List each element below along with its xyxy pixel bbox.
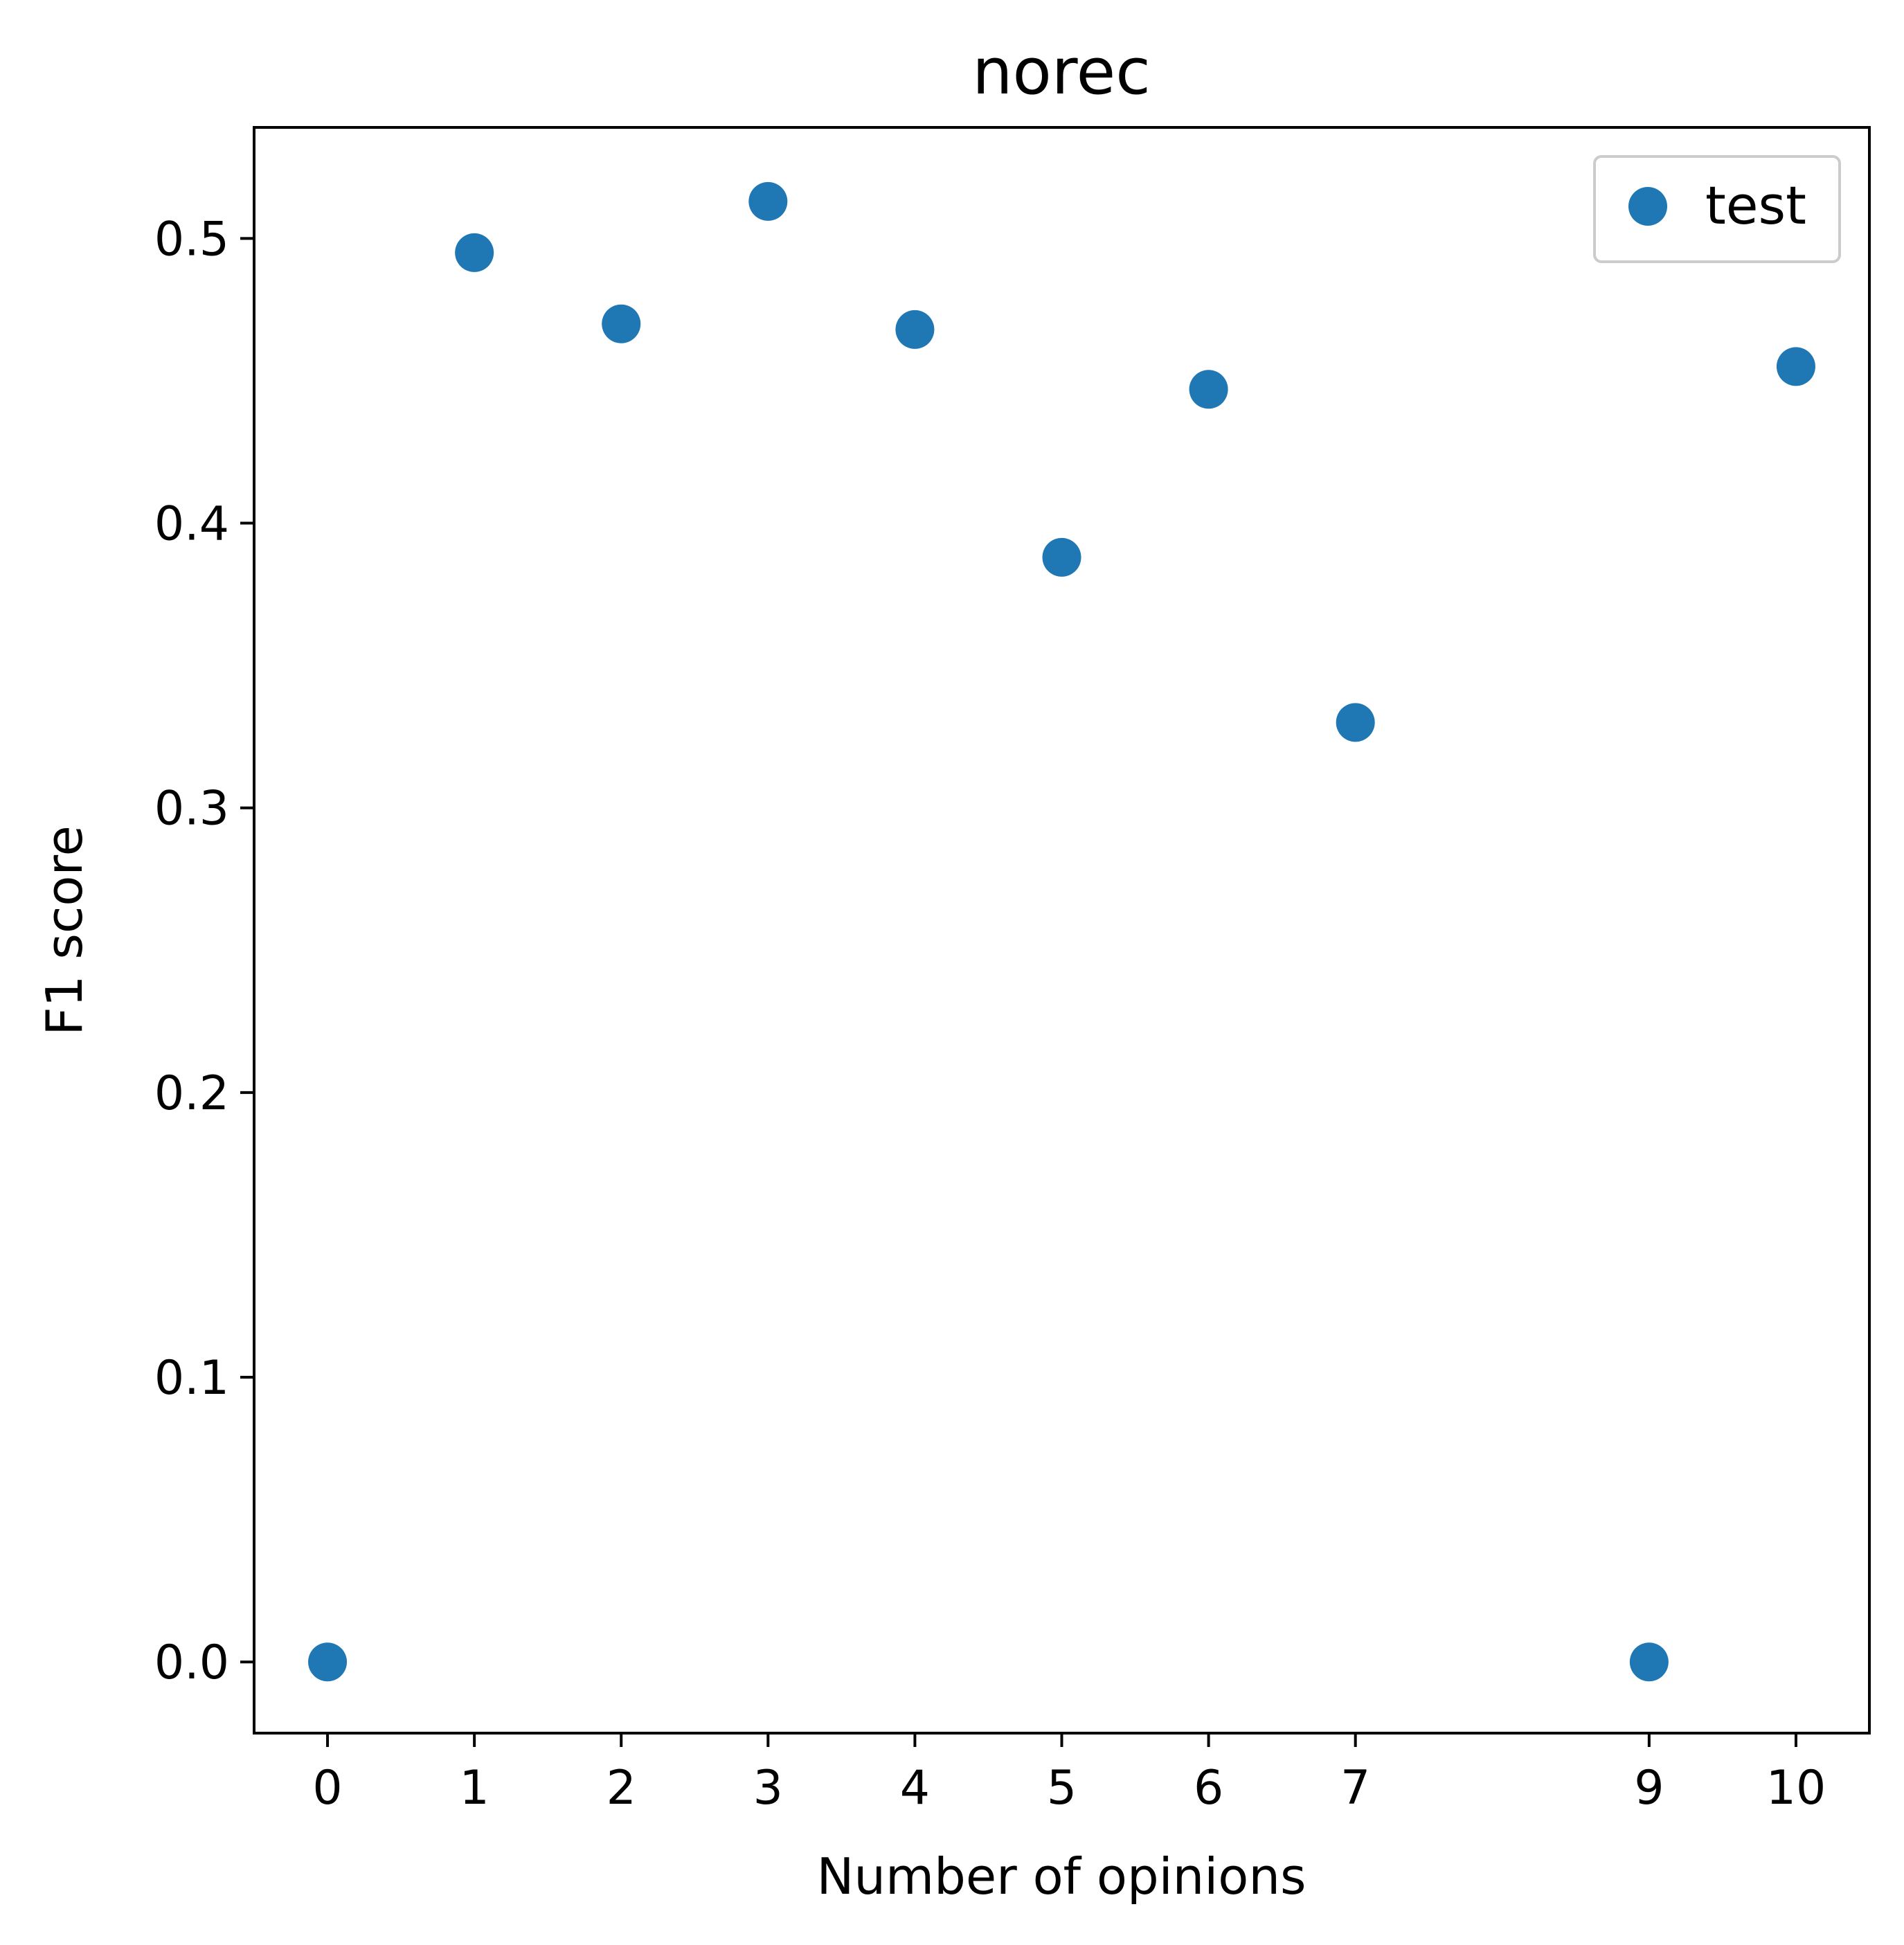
data-point bbox=[602, 304, 641, 343]
y-axis: 0.0 0.1 0.2 0.3 0.4 0.5 bbox=[154, 212, 254, 1690]
x-tick-label: 4 bbox=[900, 1761, 930, 1816]
legend-box bbox=[1593, 155, 1841, 263]
x-axis: 0 1 2 3 4 5 6 7 9 10 bbox=[312, 1733, 1826, 1816]
data-point bbox=[308, 1642, 348, 1682]
y-tick-label: 0.0 bbox=[154, 1635, 229, 1690]
x-axis-label: Number of opinions bbox=[817, 1847, 1306, 1906]
x-tick-label: 10 bbox=[1766, 1761, 1826, 1816]
y-tick-label: 0.1 bbox=[154, 1351, 229, 1406]
y-tick-label: 0.5 bbox=[154, 212, 229, 267]
chart-title: norec bbox=[972, 35, 1151, 109]
y-tick-label: 0.2 bbox=[154, 1066, 229, 1121]
x-tick-label: 7 bbox=[1340, 1761, 1370, 1816]
data-point bbox=[455, 233, 494, 272]
y-axis-label: F1 score bbox=[35, 825, 93, 1036]
y-tick-label: 0.3 bbox=[154, 782, 229, 836]
data-point bbox=[1042, 537, 1081, 577]
data-point bbox=[895, 310, 935, 349]
plot-area bbox=[308, 181, 1815, 1682]
data-point bbox=[748, 181, 788, 221]
x-tick-label: 6 bbox=[1194, 1761, 1223, 1816]
legend-label: test bbox=[1705, 174, 1806, 236]
x-tick-label: 5 bbox=[1047, 1761, 1077, 1816]
axes-frame bbox=[253, 126, 1871, 1735]
legend-marker bbox=[1628, 187, 1667, 226]
x-tick-label: 0 bbox=[312, 1761, 342, 1816]
x-tick-label: 9 bbox=[1634, 1761, 1664, 1816]
x-tick-label: 3 bbox=[753, 1761, 783, 1816]
legend: test bbox=[1593, 155, 1841, 263]
data-point bbox=[1629, 1642, 1669, 1682]
data-point bbox=[1336, 703, 1375, 742]
data-point bbox=[1776, 347, 1815, 386]
x-tick-label: 2 bbox=[607, 1761, 636, 1816]
x-tick-label: 1 bbox=[460, 1761, 490, 1816]
data-point bbox=[1189, 370, 1228, 409]
y-tick-label: 0.4 bbox=[154, 497, 229, 552]
